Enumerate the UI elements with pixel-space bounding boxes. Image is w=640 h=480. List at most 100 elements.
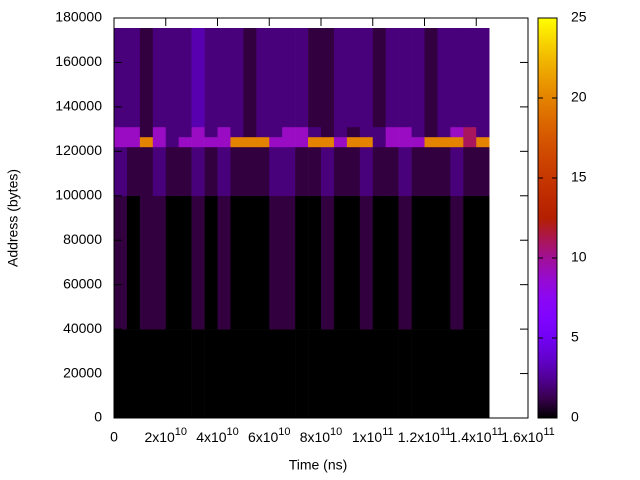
heatmap-cell [165,195,179,330]
heatmap-cell [476,126,490,138]
x-axis-label: Time (ns) [289,457,348,473]
heatmap-cell [204,126,218,138]
x-tick-label: 0 [110,429,118,445]
heatmap-cell [217,146,231,197]
heatmap-cell [346,136,361,148]
heatmap-cell [476,146,490,197]
heatmap-cell [346,28,361,128]
heatmap-cell [191,136,205,148]
heatmap-cell [178,146,192,197]
heatmap-cell [139,136,154,148]
heatmap-cell [333,126,348,138]
colorbar-tick-label: 0 [571,409,579,425]
colorbar-tick-label: 5 [571,329,579,345]
heatmap-cell [165,126,179,138]
heatmap-cell [308,28,322,128]
heatmap-cell [139,28,154,128]
heatmap-cell [139,126,154,138]
heatmap-cell [243,126,257,138]
heatmap-cell [191,126,205,138]
heatmap-cell [256,136,270,148]
heatmap-cell [437,329,451,419]
heatmap-cell [126,126,141,138]
heatmap-cell [269,146,283,197]
heatmap-cell [243,195,257,330]
heatmap-cell [243,136,257,148]
y-tick-label: 120000 [55,142,102,158]
heatmap-cell [269,126,283,138]
heatmap-cell [385,195,399,330]
heatmap-cell [165,146,179,197]
heatmap-cell [346,146,361,197]
heatmap-cell [152,126,167,138]
heatmap-cell [191,195,205,330]
heatmap-cell [230,28,244,128]
heatmap-cell [346,195,361,330]
heatmap-cell [204,28,218,128]
heatmap-cell [385,146,399,197]
heatmap-cell [476,329,490,419]
heatmap-cell [204,195,218,330]
heatmap-cell [126,329,141,419]
heatmap-cell [463,28,477,128]
heatmap-cell [359,136,374,148]
heatmap-cell [372,126,386,138]
heatmap-cell [282,146,296,197]
heatmap-cell [411,146,425,197]
heatmap-cell [333,195,348,330]
heatmap-cell [282,329,296,419]
heatmap-cell [359,195,374,330]
heatmap-cell [321,146,335,197]
heatmap-cell [295,146,309,197]
heatmap-cell [321,126,335,138]
heatmap-cell [178,136,192,148]
colorbar-tick-label: 20 [571,89,587,105]
heatmap-cell [321,28,335,128]
heatmap-cell [308,195,322,330]
heatmap-cell [424,195,438,330]
colorbar-tick-label: 10 [571,249,587,265]
heatmap-cell [256,329,270,419]
heatmap-cell [282,136,296,148]
heatmap-cell [463,195,477,330]
heatmap-cell [165,329,179,419]
heatmap-cell [256,195,270,330]
heatmap-cell [243,28,257,128]
heatmap-cell [476,28,490,128]
heatmap-cell [411,136,425,148]
x-tick-label: 1x1011 [352,426,394,445]
heatmap-cell [321,136,335,148]
heatmap-cell [114,146,128,197]
x-tick-label: 6x1010 [248,426,291,445]
heatmap-cell [230,146,244,197]
heatmap-cell [463,136,477,148]
heatmap-cell [437,126,451,138]
heatmap-cell [230,126,244,138]
heatmap-cell [359,126,374,138]
heatmap-cell [191,146,205,197]
heatmap-cell [424,146,438,197]
heatmap-cell [295,28,309,128]
heatmap [114,28,490,419]
heatmap-cell [463,126,477,138]
heatmap-cell [295,126,309,138]
heatmap-cell [152,136,167,148]
heatmap-cell [398,126,412,138]
heatmap-cell [333,146,348,197]
heatmap-cell [385,329,399,419]
heatmap-cell [411,28,425,128]
heatmap-cell [126,146,141,197]
y-tick-label: 40000 [63,320,102,336]
heatmap-cell [295,329,309,419]
heatmap-cell [126,136,141,148]
heatmap-cell [269,136,283,148]
heatmap-cell [269,329,283,419]
heatmap-cell [217,28,231,128]
x-tick-label: 2x1010 [144,426,187,445]
heatmap-cell [114,136,128,148]
heatmap-cell [178,195,192,330]
heatmap-cell [256,146,270,197]
heatmap-cell [243,146,257,197]
heatmap-cell [398,146,412,197]
